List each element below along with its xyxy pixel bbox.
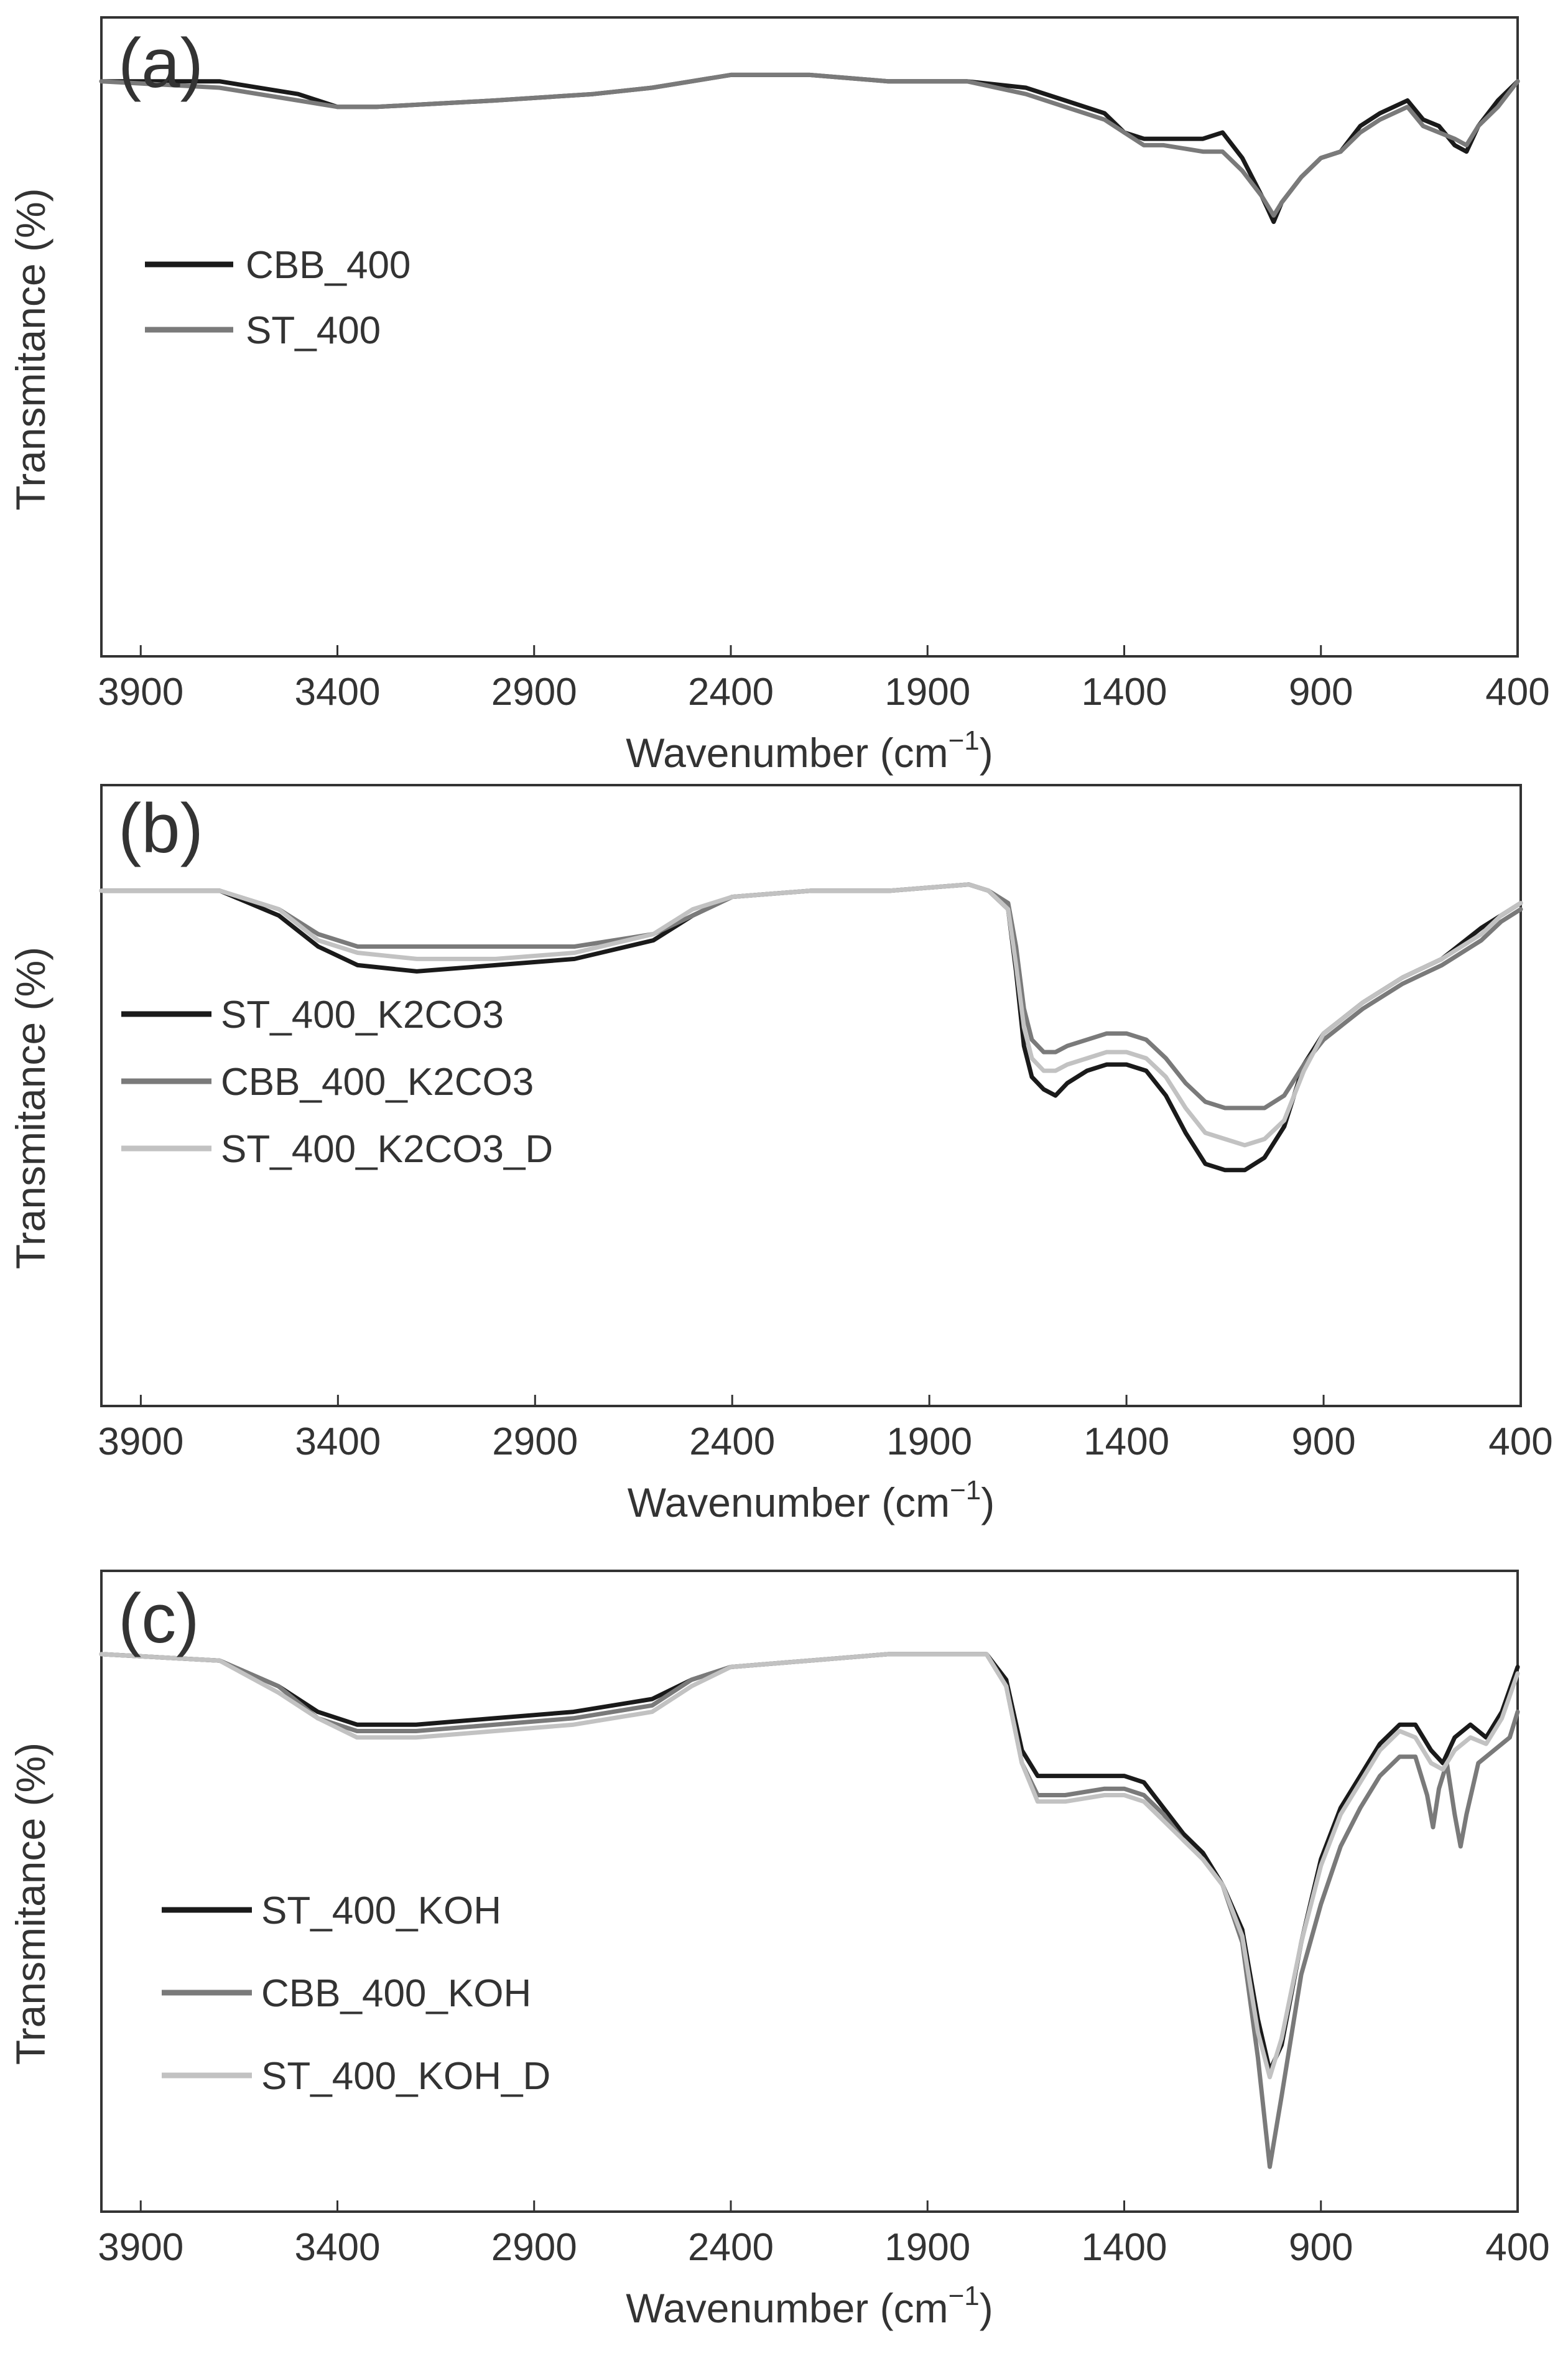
x-axis-title-superscript: −1 xyxy=(950,1475,981,1506)
legend-label: ST_400_KOH_D xyxy=(261,2055,550,2098)
x-tick-label: 3900 xyxy=(98,2226,183,2269)
x-tick-label: 400 xyxy=(1485,2226,1549,2269)
x-axis-title-superscript: −1 xyxy=(949,725,980,756)
x-tick-label: 2900 xyxy=(491,2226,577,2269)
plot-frame xyxy=(100,1570,1519,2213)
x-tick-label: 1400 xyxy=(1082,671,1167,714)
x-tick-label: 400 xyxy=(1485,671,1549,714)
plot-frame xyxy=(100,784,1522,1407)
panel-a: 3900 3400 2900 2400 1900 1400 900 400 Wavenumber… xyxy=(7,16,1550,776)
legend-label: CBB_400 xyxy=(246,244,411,287)
x-tick-label: 3400 xyxy=(295,671,381,714)
x-tick-label: 1900 xyxy=(884,671,970,714)
series-line-st-400-koh xyxy=(99,1652,1520,2073)
x-tick-label: 1900 xyxy=(886,1420,972,1463)
x-axis-title: Wavenumber (cm−1) xyxy=(626,2281,993,2331)
x-tick-label: 3900 xyxy=(98,671,183,714)
y-axis-title: Transmitance (%) xyxy=(7,1743,53,2065)
x-tick-label: 2400 xyxy=(689,1420,775,1463)
x-tick-label: 2900 xyxy=(491,671,577,714)
legend-label: CBB_400_K2CO3 xyxy=(221,1061,534,1104)
x-tick-label: 2400 xyxy=(688,2226,774,2269)
x-tick-label: 900 xyxy=(1289,2226,1353,2269)
panel-label: (b) xyxy=(118,789,203,867)
panel-b: 3900 3400 2900 2400 1900 1400 900 400 Wavenumber… xyxy=(7,784,1553,1525)
panel-label: (a) xyxy=(118,24,203,102)
x-tick-label: 3400 xyxy=(295,2226,381,2269)
legend-label: ST_400_K2CO3_D xyxy=(221,1128,553,1171)
x-tick-label: 1900 xyxy=(884,2226,970,2269)
series-line-cbb-400 xyxy=(99,72,1520,225)
x-axis-title-close: ) xyxy=(980,2285,993,2331)
series-line-st-400-koh-d xyxy=(99,1652,1520,2080)
x-tick-label: 2400 xyxy=(688,671,774,714)
x-axis-title-close: ) xyxy=(981,1479,995,1525)
legend-label: ST_400_KOH xyxy=(261,1889,501,1932)
x-tick-label: 3900 xyxy=(98,1420,183,1463)
panel-label: (c) xyxy=(118,1580,200,1657)
x-tick-label: 1400 xyxy=(1082,2226,1167,2269)
x-axis-title-superscript: −1 xyxy=(949,2281,980,2311)
legend-label: ST_400_K2CO3 xyxy=(221,994,504,1036)
series-line-st-400 xyxy=(99,72,1520,218)
x-tick-label: 900 xyxy=(1289,671,1353,714)
x-axis-title-main: Wavenumber (cm xyxy=(626,2285,948,2331)
plot-frame xyxy=(100,16,1519,658)
y-axis-title: Transmitance (%) xyxy=(7,188,53,510)
x-tick-label: 2900 xyxy=(492,1420,578,1463)
x-axis-title-close: ) xyxy=(980,730,993,776)
x-axis-title-main: Wavenumber (cm xyxy=(628,1479,950,1525)
panel-c: 3900 3400 2900 2400 1900 1400 900 400 Wavenumber… xyxy=(7,1570,1550,2331)
series-line-st-400-k2co3-d xyxy=(99,882,1523,1148)
x-tick-label: 1400 xyxy=(1083,1420,1169,1463)
x-axis-title: Wavenumber (cm−1) xyxy=(628,1475,995,1525)
x-tick-label: 900 xyxy=(1291,1420,1355,1463)
x-tick-label: 3400 xyxy=(295,1420,381,1463)
x-axis-title-main: Wavenumber (cm xyxy=(626,730,948,776)
x-axis-title: Wavenumber (cm−1) xyxy=(626,725,993,776)
y-axis-title: Transmitance (%) xyxy=(7,947,53,1269)
legend-label: CBB_400_KOH xyxy=(261,1972,531,2015)
legend-label: ST_400 xyxy=(246,309,381,352)
x-tick-label: 400 xyxy=(1488,1420,1552,1463)
